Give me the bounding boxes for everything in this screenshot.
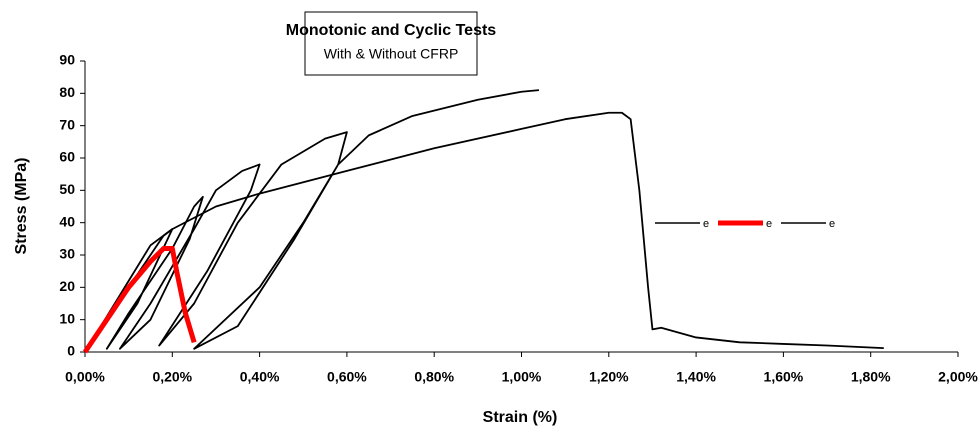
legend-label: e [829, 218, 835, 230]
x-tick-label: 1,40% [676, 369, 716, 385]
y-tick-label: 90 [59, 52, 75, 68]
x-tick-label: 1,20% [589, 369, 629, 385]
series-line [82, 246, 197, 354]
series-line [84, 111, 884, 353]
x-tick-label: 1,00% [502, 369, 542, 385]
y-tick-label: 30 [59, 246, 75, 262]
x-axis-label: Strain (%) [483, 409, 558, 426]
x-tick-label: 0,60% [327, 369, 367, 385]
y-tick-label: 10 [59, 310, 75, 326]
x-tick-label: 0,00% [65, 369, 105, 385]
y-tick-label: 50 [59, 181, 75, 197]
chart-subtitle: With & Without CFRP [324, 46, 459, 62]
title-box [304, 11, 478, 76]
x-tick-label: 0,80% [414, 369, 454, 385]
x-tick-label: 0,20% [152, 369, 192, 385]
legend-label: e [766, 218, 772, 230]
series-line [84, 89, 540, 353]
x-tick-label: 2,00% [938, 369, 978, 385]
y-tick-label: 70 [59, 116, 75, 132]
y-tick-label: 0 [67, 343, 75, 359]
y-tick-label: 40 [59, 213, 75, 229]
x-tick-label: 1,80% [851, 369, 891, 385]
y-tick-label: 60 [59, 149, 75, 165]
legend-label: e [703, 218, 709, 230]
y-axis-label: Stress (MPa) [13, 158, 30, 255]
x-tick-label: 0,40% [240, 369, 280, 385]
y-tick-label: 80 [59, 84, 75, 100]
chart-title: Monotonic and Cyclic Tests [286, 22, 497, 39]
x-tick-label: 1,60% [764, 369, 804, 385]
y-tick-label: 20 [59, 278, 75, 294]
